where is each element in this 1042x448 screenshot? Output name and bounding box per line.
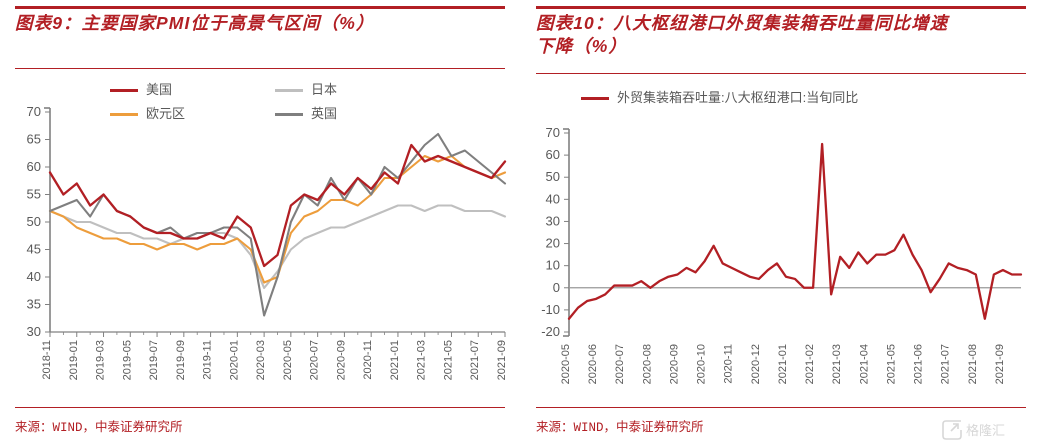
svg-text:2021-09: 2021-09 (994, 344, 1006, 384)
svg-text:格隆汇: 格隆汇 (966, 423, 1005, 438)
svg-text:-20: -20 (541, 324, 560, 339)
svg-text:45: 45 (27, 242, 41, 257)
svg-text:2019-09: 2019-09 (175, 340, 187, 380)
svg-text:60: 60 (27, 159, 41, 174)
svg-text:2021-07: 2021-07 (469, 340, 481, 380)
svg-text:2020-10: 2020-10 (696, 344, 708, 384)
svg-text:-10: -10 (541, 302, 560, 317)
svg-text:20: 20 (546, 236, 560, 251)
svg-text:2020-11: 2020-11 (362, 340, 374, 380)
svg-text:2021-02: 2021-02 (804, 344, 816, 384)
svg-text:2020-05: 2020-05 (560, 344, 572, 384)
svg-text:2020-05: 2020-05 (282, 340, 294, 380)
svg-text:2020-09: 2020-09 (668, 344, 680, 384)
svg-text:2019-11: 2019-11 (202, 340, 214, 380)
svg-text:2021-05: 2021-05 (885, 344, 897, 384)
svg-text:40: 40 (546, 191, 560, 206)
svg-text:2021-06: 2021-06 (913, 344, 925, 384)
svg-text:30: 30 (27, 324, 41, 339)
svg-text:2021-01: 2021-01 (777, 344, 789, 384)
svg-text:2021-09: 2021-09 (496, 340, 508, 380)
svg-text:2020-01: 2020-01 (228, 340, 240, 380)
svg-text:2020-12: 2020-12 (750, 344, 762, 384)
svg-text:55: 55 (27, 187, 41, 202)
svg-text:2020-07: 2020-07 (309, 340, 321, 380)
svg-text:2020-03: 2020-03 (255, 340, 267, 380)
svg-text:2021-08: 2021-08 (967, 344, 979, 384)
svg-text:2021-07: 2021-07 (940, 344, 952, 384)
svg-text:60: 60 (546, 147, 560, 162)
svg-text:2019-01: 2019-01 (68, 340, 80, 380)
svg-text:2021-04: 2021-04 (858, 344, 870, 384)
svg-text:2021-03: 2021-03 (831, 344, 843, 384)
svg-text:2020-11: 2020-11 (723, 344, 735, 384)
svg-text:2019-07: 2019-07 (148, 340, 160, 380)
svg-text:2020-07: 2020-07 (614, 344, 626, 384)
svg-text:50: 50 (27, 214, 41, 229)
svg-text:0: 0 (553, 280, 560, 295)
svg-text:10: 10 (546, 258, 560, 273)
svg-text:2021-01: 2021-01 (389, 340, 401, 380)
svg-text:50: 50 (546, 169, 560, 184)
svg-text:2018-11: 2018-11 (41, 340, 53, 380)
svg-text:65: 65 (27, 132, 41, 147)
svg-text:2020-06: 2020-06 (587, 344, 599, 384)
svg-text:30: 30 (546, 213, 560, 228)
svg-text:2020-09: 2020-09 (335, 340, 347, 380)
svg-text:35: 35 (27, 297, 41, 312)
svg-text:2019-03: 2019-03 (95, 340, 107, 380)
svg-text:2019-05: 2019-05 (121, 340, 133, 380)
svg-text:2021-05: 2021-05 (442, 340, 454, 380)
svg-text:2021-03: 2021-03 (416, 340, 428, 380)
svg-text:2020-08: 2020-08 (641, 344, 653, 384)
svg-text:70: 70 (27, 104, 41, 119)
svg-text:70: 70 (546, 125, 560, 140)
svg-text:40: 40 (27, 269, 41, 284)
